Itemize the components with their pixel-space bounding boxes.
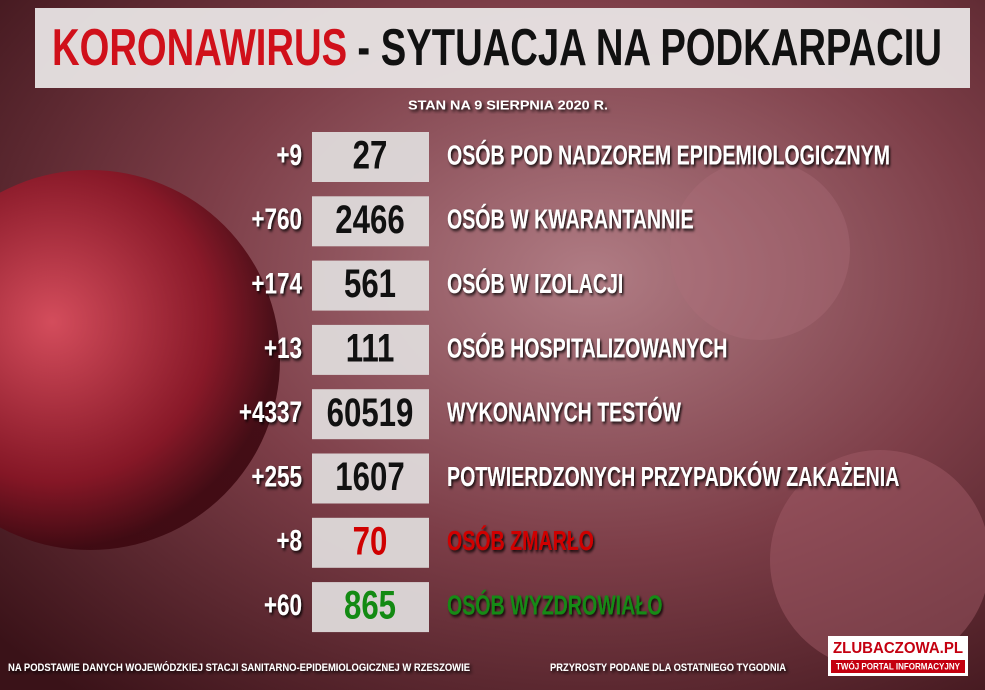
row-label-group: OSÓB W KWARANTANNIE <box>447 203 694 235</box>
change: +255 <box>251 459 302 493</box>
value: 60519 <box>327 390 414 435</box>
title-rest: - SYTUACJA NA PODKARPACIU <box>357 19 942 77</box>
change: +60 <box>264 588 302 622</box>
row-label-group: OSÓB HOSPITALIZOWANYCH <box>447 332 727 364</box>
change: +174 <box>251 266 302 300</box>
value: 27 <box>353 133 388 178</box>
logo: ZLUBACZOWA.PL <box>833 640 963 657</box>
row-label: OSÓB ZMARŁO <box>447 525 594 557</box>
virus-illustration <box>770 450 985 670</box>
row-label: POTWIERDZONYCH PRZYPADKÓW ZAKAŻENIA <box>447 460 899 492</box>
value-box <box>312 132 429 182</box>
virus-illustration <box>670 160 850 340</box>
value-box <box>312 453 429 504</box>
change-group: +13 <box>264 331 302 365</box>
change: +8 <box>276 524 302 558</box>
change-group: +9 <box>276 138 302 172</box>
row-label-group: POTWIERDZONYCH PRZYPADKÓW ZAKAŻENIA <box>447 460 899 492</box>
row-label-group: OSÓB POD NADZOREM EPIDEMIOLOGICZNYM <box>447 139 890 171</box>
value: 865 <box>344 583 396 628</box>
row-label: OSÓB WYZDROWIAŁO <box>447 589 662 621</box>
change-group: +4337 <box>239 395 302 429</box>
change: +4337 <box>239 395 302 429</box>
value: 2466 <box>335 197 404 242</box>
subtitle: STAN NA 9 SIERPNIA 2020 R. <box>408 97 608 112</box>
value-box <box>312 389 429 440</box>
title-highlight: KORONAWIRUS <box>52 19 347 77</box>
row-label-group: OSÓB WYZDROWIAŁO <box>447 589 662 621</box>
row-label-group: OSÓB W IZOLACJI <box>447 267 623 299</box>
row-label: OSÓB W IZOLACJI <box>447 267 623 299</box>
change: +13 <box>264 331 302 365</box>
value-box <box>312 196 429 247</box>
value-group: 865 <box>344 583 396 628</box>
value-group: 27 <box>353 133 388 178</box>
value-group: 1607 <box>335 454 404 499</box>
change-group: +174 <box>251 266 302 300</box>
title-bar <box>35 8 970 88</box>
change-group: +255 <box>251 459 302 493</box>
value-group: 60519 <box>327 390 414 435</box>
value: 561 <box>344 261 396 306</box>
value: 1607 <box>335 454 404 499</box>
value-box <box>312 260 429 311</box>
logo-tagline: TWÓJ PORTAL INFORMACYJNY <box>836 660 960 671</box>
source-note: NA PODSTAWIE DANYCH WOJEWÓDZKIEJ STACJI … <box>8 661 470 674</box>
row-label-group: OSÓB ZMARŁO <box>447 525 594 557</box>
logo-bar <box>831 660 965 673</box>
value-group: 111 <box>346 326 395 371</box>
value: 111 <box>346 326 395 371</box>
change-group: +760 <box>251 202 302 236</box>
change-group: +8 <box>276 524 302 558</box>
row-label: OSÓB HOSPITALIZOWANYCH <box>447 332 727 364</box>
value-box <box>312 582 429 633</box>
virus-illustration <box>0 170 280 550</box>
title: KORONAWIRUS- SYTUACJA NA PODKARPACIU <box>52 19 942 77</box>
value-box <box>312 517 429 568</box>
value-group: 561 <box>344 261 396 306</box>
change: +9 <box>276 138 302 172</box>
row-label-group: WYKONANYCH TESTÓW <box>447 396 681 428</box>
value-box <box>312 324 429 375</box>
footnote: PRZYROSTY PODANE DLA OSTATNIEGO TYGODNIA <box>550 662 786 674</box>
row-label: OSÓB POD NADZOREM EPIDEMIOLOGICZNYM <box>447 139 890 171</box>
row-label: OSÓB W KWARANTANNIE <box>447 203 694 235</box>
value-group: 2466 <box>335 197 404 242</box>
value: 70 <box>353 519 388 564</box>
row-label: WYKONANYCH TESTÓW <box>447 396 681 428</box>
change: +760 <box>251 202 302 236</box>
value-group: 70 <box>353 519 388 564</box>
change-group: +60 <box>264 588 302 622</box>
